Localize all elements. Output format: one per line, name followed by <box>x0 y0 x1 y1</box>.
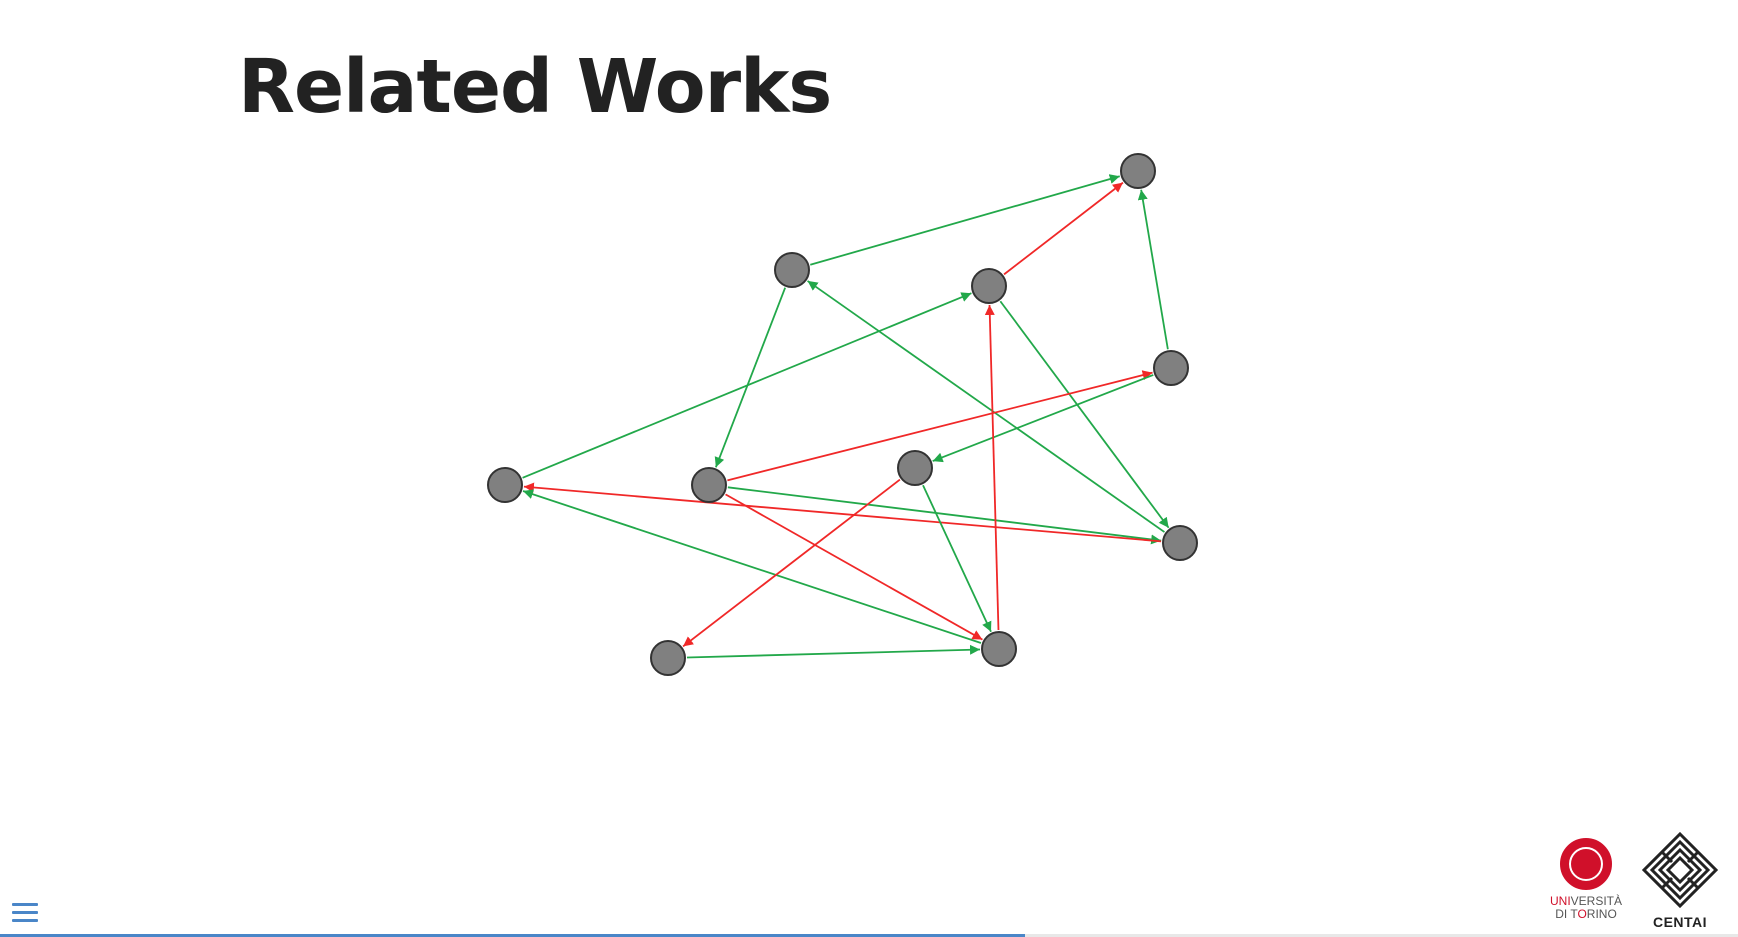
negative-edge <box>523 482 1162 543</box>
slide-progress-bar <box>0 934 1738 937</box>
positive-edge <box>727 486 1162 545</box>
negative-edge <box>725 493 983 641</box>
unito-seal-icon <box>1560 838 1612 890</box>
negative-edge <box>1003 181 1124 276</box>
graph-node <box>1162 525 1198 561</box>
menu-line <box>12 903 38 906</box>
graph-node <box>691 467 727 503</box>
negative-edge <box>727 370 1153 482</box>
positive-edge <box>999 300 1170 529</box>
universita-di-torino-logo: UNIVERSITÀ DI TORINO <box>1546 834 1626 924</box>
positive-edge <box>686 644 981 659</box>
negative-edge <box>682 478 901 648</box>
slide-menu-button[interactable] <box>10 898 40 926</box>
positive-edge <box>932 374 1154 463</box>
graph-node <box>897 450 933 486</box>
positive-edge <box>522 489 982 644</box>
slide-progress-fill <box>0 934 1026 937</box>
graph-node <box>487 467 523 503</box>
positive-edge <box>714 287 786 468</box>
graph-node <box>1153 350 1189 386</box>
menu-line <box>12 919 38 922</box>
unito-wordmark: UNIVERSITÀ DI TORINO <box>1549 894 1623 921</box>
centai-logo: CENTAI <box>1641 831 1719 930</box>
positive-edge <box>1137 189 1169 350</box>
positive-edge <box>922 484 992 633</box>
graph-node <box>650 640 686 676</box>
centai-wordmark: CENTAI <box>1652 914 1708 930</box>
positive-edge <box>807 280 1165 533</box>
graph-node <box>1120 153 1156 189</box>
slide-title: Related Works <box>238 44 832 130</box>
positive-edge <box>810 174 1120 266</box>
nodes-layer <box>487 153 1198 676</box>
centai-maze-icon <box>1641 831 1719 909</box>
menu-line <box>12 911 38 914</box>
edges-layer <box>522 174 1170 659</box>
graph-node <box>971 268 1007 304</box>
graph-node <box>774 252 810 288</box>
graph-node <box>981 631 1017 667</box>
negative-edge <box>984 304 1000 631</box>
